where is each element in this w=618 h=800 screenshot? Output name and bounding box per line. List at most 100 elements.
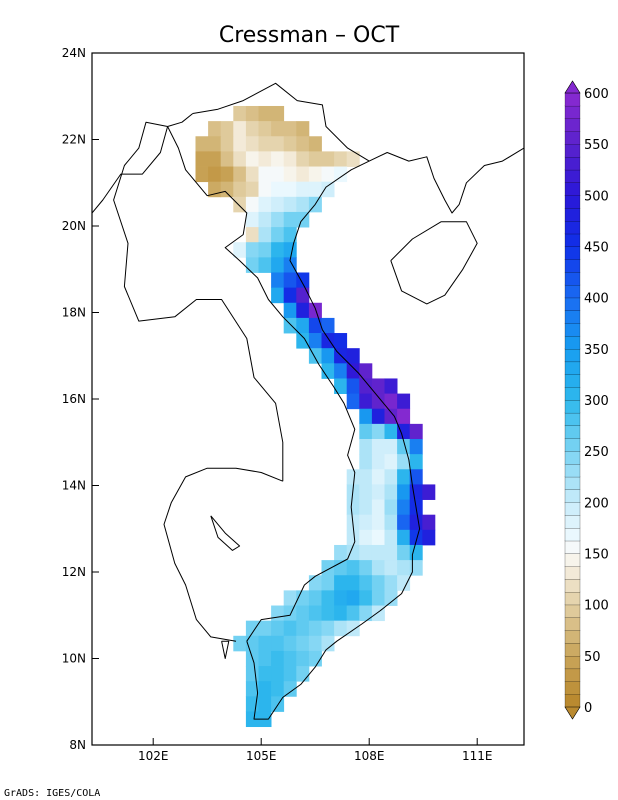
grid-cell bbox=[283, 136, 297, 152]
grid-cell bbox=[384, 575, 398, 591]
grid-cell bbox=[283, 681, 297, 697]
colorbar-tick-label: 150 bbox=[584, 548, 609, 563]
grid-cell bbox=[371, 575, 385, 591]
grid-cell bbox=[346, 529, 360, 546]
colorbar-bin bbox=[564, 515, 581, 529]
grid-cell bbox=[409, 514, 423, 531]
grid-cell bbox=[283, 620, 297, 637]
colorbar-bin bbox=[564, 92, 581, 107]
grid-cell bbox=[359, 408, 373, 425]
grid-cell bbox=[397, 439, 411, 455]
grid-cell bbox=[245, 711, 259, 728]
grid-cell bbox=[409, 439, 423, 455]
grid-cell bbox=[283, 121, 297, 137]
colorbar-bin bbox=[564, 195, 581, 209]
grid-cell bbox=[258, 136, 272, 152]
colorbar-bin bbox=[564, 348, 581, 363]
grid-cell bbox=[334, 378, 348, 394]
grid-cell bbox=[371, 560, 385, 576]
grid-cell bbox=[321, 575, 335, 591]
colorbar-bin bbox=[564, 118, 581, 132]
grid-cell bbox=[283, 650, 297, 667]
grid-cell bbox=[409, 560, 423, 576]
colorbar-bin bbox=[564, 617, 581, 631]
colorbar-bin bbox=[564, 361, 581, 375]
grid-cell bbox=[346, 590, 360, 606]
y-tick-label: 8N bbox=[69, 738, 86, 752]
grid-cell bbox=[195, 136, 209, 152]
x-tick-label: 111E bbox=[462, 749, 493, 763]
grid-cell bbox=[384, 484, 398, 500]
grid-cell bbox=[308, 302, 322, 319]
grid-cell bbox=[296, 121, 310, 137]
grid-cell bbox=[409, 529, 423, 546]
grid-cell bbox=[359, 590, 373, 606]
vietnam-west-border-outline bbox=[167, 113, 356, 642]
colorbar-bin bbox=[564, 297, 581, 311]
grid-cell bbox=[283, 211, 297, 228]
grid-cell bbox=[258, 681, 272, 697]
grid-cell bbox=[346, 575, 360, 591]
grid-cell bbox=[397, 514, 411, 531]
grid-cell bbox=[271, 166, 285, 183]
grid-cell bbox=[359, 484, 373, 500]
grid-cell bbox=[384, 423, 398, 440]
colorbar-bin bbox=[564, 604, 581, 618]
grid-cell bbox=[220, 136, 234, 152]
grid-cell bbox=[384, 454, 398, 470]
grid-cell bbox=[220, 181, 234, 198]
grid-cell bbox=[308, 590, 322, 606]
grid-cell bbox=[359, 454, 373, 470]
grid-cell bbox=[283, 590, 297, 606]
chart-title: Cressman – OCT bbox=[219, 23, 400, 48]
laos-thailand-border-outline bbox=[92, 121, 284, 482]
colorbar-tick-label: 600 bbox=[584, 87, 609, 102]
grid-cell bbox=[258, 105, 272, 122]
colorbar-bin bbox=[564, 425, 581, 439]
grid-cell bbox=[397, 408, 411, 425]
grid-cell bbox=[346, 560, 360, 576]
grid-cell bbox=[371, 454, 385, 470]
x-tick-label: 102E bbox=[138, 749, 169, 763]
grid-cell bbox=[271, 196, 285, 213]
grid-cell bbox=[258, 121, 272, 137]
colorbar-bin bbox=[564, 182, 581, 196]
grid-cell bbox=[308, 333, 322, 349]
grid-cell bbox=[245, 105, 259, 122]
grid-cell bbox=[258, 635, 272, 652]
grid-cell bbox=[245, 620, 259, 637]
grid-cell bbox=[195, 151, 209, 167]
colorbar-tick-label: 300 bbox=[584, 394, 609, 409]
colorbar-tick-label: 100 bbox=[584, 599, 609, 614]
grid-cell bbox=[384, 469, 398, 485]
colorbar bbox=[564, 80, 581, 720]
grid-cell bbox=[384, 529, 398, 546]
grid-cell bbox=[384, 560, 398, 576]
colorbar-bin bbox=[564, 105, 581, 120]
grid-cell bbox=[397, 469, 411, 485]
colorbar-bin bbox=[564, 284, 581, 299]
grid-cell bbox=[208, 151, 222, 167]
grid-cell bbox=[371, 439, 385, 455]
grid-cell bbox=[397, 484, 411, 500]
grid-cell bbox=[371, 408, 385, 425]
grid-cell bbox=[283, 242, 297, 258]
grid-cell bbox=[283, 181, 297, 198]
grid-cell bbox=[245, 121, 259, 137]
grid-cell bbox=[346, 363, 360, 379]
grid-cell bbox=[397, 499, 411, 516]
grid-cell bbox=[271, 121, 285, 137]
y-tick-label: 22N bbox=[62, 133, 86, 147]
grid-cell bbox=[296, 666, 310, 682]
grid-cell bbox=[233, 105, 247, 122]
grid-cell bbox=[296, 333, 310, 349]
grid-cell bbox=[245, 681, 259, 697]
grid-cell bbox=[283, 151, 297, 167]
grid-cell bbox=[283, 272, 297, 289]
y-axis: 8N 10N 12N 14N 16N 18N 20N 22N 24N bbox=[62, 46, 99, 752]
grid-cell bbox=[245, 666, 259, 682]
grid-cell bbox=[233, 635, 247, 652]
grid-cell bbox=[397, 544, 411, 561]
grid-cell bbox=[371, 544, 385, 561]
colorbar-bin bbox=[564, 540, 581, 554]
